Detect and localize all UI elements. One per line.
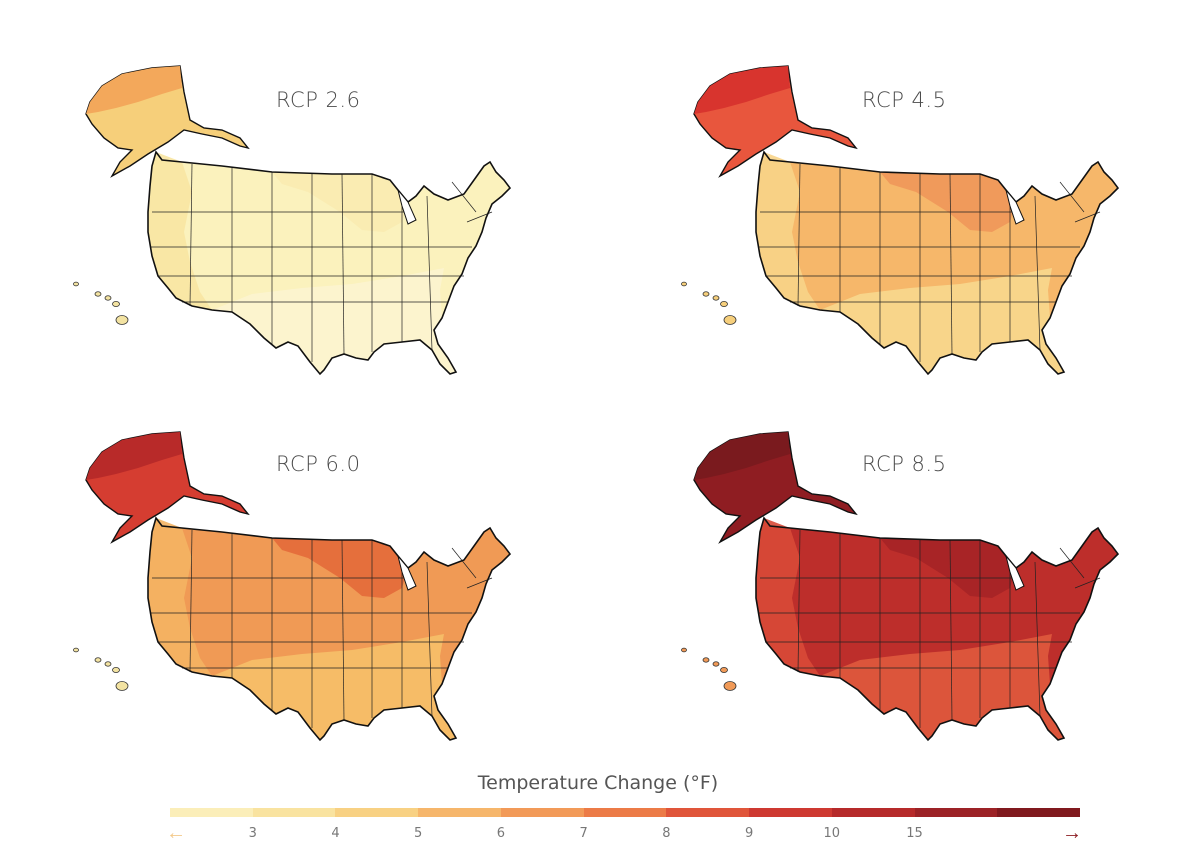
legend-swatch (418, 808, 501, 817)
hawaii-island (115, 681, 129, 691)
legend-tick: 9 (744, 826, 754, 841)
legend-swatch (583, 808, 667, 817)
legend-tick: 4 (331, 826, 340, 841)
legend-tick: 7 (579, 826, 588, 841)
arrow-right-icon: → (1062, 822, 1082, 844)
us-map (681, 65, 1120, 376)
us-map (73, 431, 512, 742)
state-boundaries (758, 163, 1101, 362)
great-lakes (397, 189, 417, 225)
state-boundaries (758, 529, 1101, 728)
great-lakes (1005, 189, 1025, 225)
legend-swatch (749, 808, 832, 817)
panel-title: RCP 2.6 (276, 88, 361, 112)
state-boundaries (150, 163, 493, 362)
panel-title: RCP 6.0 (276, 452, 361, 476)
hawaii-island (73, 281, 79, 287)
map-panel-rcp60: RCP 6.0 (72, 428, 592, 768)
hawaii-island (712, 295, 720, 301)
legend-swatch (335, 808, 419, 817)
legend-tick-labels: 3 4 5 6 7 8 9 10 15 (170, 826, 1080, 844)
us-map (681, 431, 1120, 742)
west-coast-region (148, 518, 212, 676)
hawaii-island (723, 315, 737, 325)
map-panel-rcp85: RCP 8.5 (680, 428, 1196, 768)
legend-swatch (831, 808, 915, 817)
hawaii-island (73, 647, 79, 653)
south-region (212, 268, 456, 374)
legend-swatch (170, 808, 253, 817)
north-central-region (272, 538, 408, 598)
hawaii-island (720, 666, 728, 674)
legend-tick: 3 (248, 826, 257, 841)
south-region (820, 634, 1064, 740)
great-lakes (1005, 555, 1025, 591)
hawaii-island (112, 300, 120, 308)
legend-swatch (252, 808, 336, 817)
hawaii-island (94, 657, 102, 663)
hawaii-island (115, 315, 129, 325)
legend-color-bar (170, 808, 1081, 817)
map-panel-rcp26: RCP 2.6 (72, 62, 592, 402)
south-region (820, 268, 1064, 374)
panel-title: RCP 4.5 (862, 88, 947, 112)
legend-tick: 8 (662, 826, 671, 841)
alaska-north-region (694, 66, 790, 114)
south-region (212, 634, 456, 740)
legend-swatch (997, 808, 1081, 817)
alaska-north-region (694, 432, 790, 480)
conus-outline (755, 150, 1120, 376)
arrow-left-icon: ← (166, 822, 186, 844)
alaska-north-region (86, 432, 182, 480)
hawaii-island (723, 681, 737, 691)
hawaii-island (702, 291, 710, 297)
legend-tick: 6 (496, 826, 506, 841)
alaska-north-region (86, 66, 182, 114)
hawaii-island (104, 661, 112, 667)
north-central-region (272, 172, 408, 232)
legend-swatch (666, 808, 750, 817)
legend-tick: 15 (906, 826, 923, 841)
panel-title: RCP 8.5 (862, 452, 947, 476)
map-panel-rcp45: RCP 4.5 (680, 62, 1196, 402)
legend-tick: 5 (414, 826, 423, 841)
great-lakes (397, 555, 417, 591)
hawaii-island (104, 295, 112, 301)
hawaii-island (112, 666, 120, 674)
hawaii-island (681, 281, 687, 287)
hawaii-island (720, 300, 728, 308)
conus-outline (147, 150, 512, 376)
state-boundaries (150, 529, 493, 728)
legend-swatch (914, 808, 998, 817)
hawaii-island (681, 647, 687, 653)
hawaii-island (702, 657, 710, 663)
us-map (73, 65, 512, 376)
north-central-region (880, 538, 1016, 598)
conus-outline (755, 516, 1120, 742)
north-central-region (880, 172, 1016, 232)
legend-swatch (500, 808, 584, 817)
hawaii-island (94, 291, 102, 297)
legend-tick: 10 (823, 826, 841, 841)
hawaii-island (712, 661, 720, 667)
west-coast-region (756, 152, 820, 310)
conus-outline (147, 516, 512, 742)
west-coast-region (148, 152, 212, 310)
west-coast-region (756, 518, 820, 676)
legend-title: Temperature Change (°F) (477, 772, 719, 794)
